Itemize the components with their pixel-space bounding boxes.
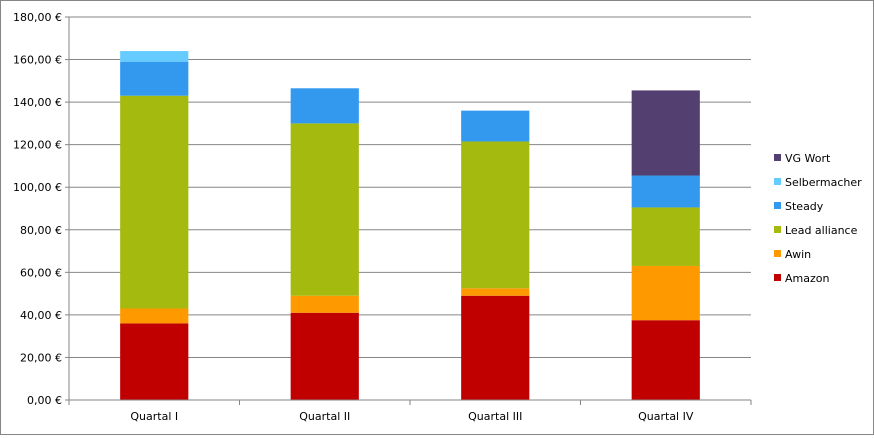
y-tick-label: 80,00 € [20, 224, 62, 237]
bar-segment-lead-alliance [631, 207, 700, 266]
y-tick-label: 180,00 € [13, 11, 62, 24]
bar-segment-selbermacher [120, 51, 189, 62]
bar-segment-amazon [631, 320, 700, 400]
x-tick-label: Quartal III [468, 410, 522, 423]
legend-swatch [774, 250, 781, 257]
bar-segment-awin [631, 265, 700, 321]
bars [120, 51, 700, 400]
x-tick-label: Quartal I [130, 410, 178, 423]
bar-segment-awin [120, 308, 189, 324]
y-tick-label: 100,00 € [13, 181, 62, 194]
legend-swatch [774, 154, 781, 161]
bar-segment-amazon [120, 323, 189, 400]
bar-segment-awin [290, 295, 359, 313]
tick-labels: 0,00 € 20,00 € 40,00 € 60,00 € 80,00 € 100,00… [13, 11, 694, 423]
legend-swatch [774, 202, 781, 209]
axes [65, 16, 752, 405]
legend-label: VG Wort [785, 152, 831, 165]
bar-segment-steady [631, 175, 700, 208]
legend-swatch [774, 178, 781, 185]
legend-swatch [774, 274, 781, 281]
bar-segment-steady [461, 110, 530, 142]
y-tick-label: 120,00 € [13, 139, 62, 152]
y-tick-label: 160,00 € [13, 54, 62, 67]
bar-segment-vg-wort [631, 90, 700, 176]
y-tick-label: 0,00 € [27, 394, 62, 407]
bar-segment-lead-alliance [120, 95, 189, 309]
y-tick-label: 20,00 € [20, 351, 62, 364]
bar-segment-steady [290, 88, 359, 124]
y-tick-label: 40,00 € [20, 309, 62, 322]
y-tick-label: 60,00 € [20, 266, 62, 279]
bar-segment-awin [461, 288, 530, 296]
x-tick-label: Quartal IV [638, 410, 694, 423]
bar-segment-lead-alliance [461, 141, 530, 289]
legend-label: Amazon [785, 272, 829, 285]
y-tick-label: 140,00 € [13, 96, 62, 109]
x-tick-label: Quartal II [299, 410, 350, 423]
legend-swatch [774, 226, 781, 233]
legend-label: Awin [785, 248, 811, 261]
legend-label: Selbermacher [785, 176, 862, 189]
bar-segment-amazon [290, 312, 359, 400]
legend-label: Lead alliance [785, 224, 858, 237]
legend-label: Steady [785, 200, 824, 213]
bar-segment-steady [120, 61, 189, 96]
bar-segment-amazon [461, 295, 530, 400]
bar-segment-lead-alliance [290, 123, 359, 296]
legend: VG Wort Selbermacher Steady Lead alliance Aw… [774, 152, 862, 285]
